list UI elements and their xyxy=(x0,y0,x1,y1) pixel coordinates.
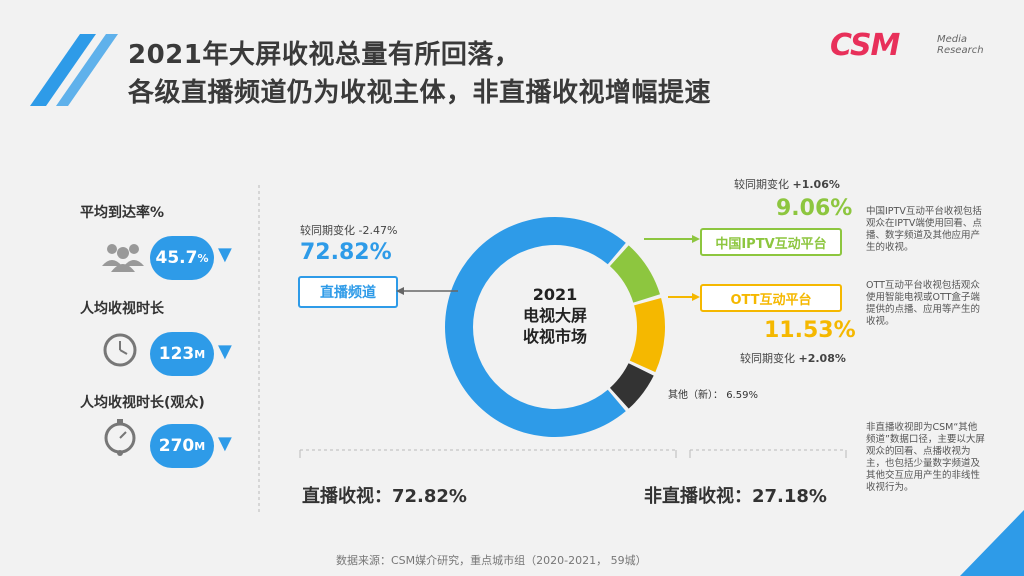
data-source: 数据来源：CSM媒介研究，重点城市组（2020-2021， 59城） xyxy=(336,554,647,567)
iptv-change: 较同期变化 +1.06% xyxy=(734,178,840,191)
logo-subtitle: Media Research xyxy=(937,34,984,56)
total-brackets xyxy=(299,449,847,458)
metric-label-viewer-time: 人均收视时长(观众) xyxy=(80,395,205,411)
metric-value-reach: 45.7% xyxy=(150,236,214,280)
other-note: 非直播收视即为CSM“其他频道”数据口径，主要以大屏观众的回看、点播收视为主，也… xyxy=(866,422,985,493)
total-live: 直播收视：72.82% xyxy=(302,486,467,507)
live-arrow xyxy=(396,287,458,295)
metric-label-reach: 平均到达率% xyxy=(80,205,165,221)
ott-change: 较同期变化 +2.08% xyxy=(740,352,846,365)
iptv-arrow xyxy=(644,235,700,243)
ott-arrow xyxy=(668,293,700,301)
ott-pct: 11.53% xyxy=(764,318,856,343)
donut-center-label: 2021 电视大屏 收视市场 xyxy=(522,285,587,346)
decor-stripes xyxy=(30,34,118,106)
ott-note: OTT互动平台收视包括观众使用智能电视或OTT盒子端提供的点播、应用等产生的收视… xyxy=(866,280,981,327)
slice-live xyxy=(445,216,626,437)
down-arrow-icon: ▼ xyxy=(218,341,232,362)
slice-other xyxy=(609,363,654,409)
corner-decor xyxy=(960,510,1024,576)
live-pct: 72.82% xyxy=(300,240,392,265)
people-icon xyxy=(102,244,144,272)
iptv-pct: 9.06% xyxy=(776,196,853,221)
slice-ott xyxy=(629,297,665,373)
other-label: 其他（新）： 6.59% xyxy=(668,390,758,401)
slice-iptv xyxy=(609,245,661,303)
metric-label-time: 人均收视时长 xyxy=(80,301,164,317)
clock-icon xyxy=(103,333,137,367)
donut-chart xyxy=(445,216,665,437)
down-arrow-icon: ▼ xyxy=(218,433,232,454)
divider xyxy=(258,185,260,515)
metric-value-viewer-time: 270 M xyxy=(150,424,214,468)
down-arrow-icon: ▼ xyxy=(218,244,232,265)
ott-box: OTT互动平台 xyxy=(700,284,842,312)
metric-value-time: 123 M xyxy=(150,332,214,376)
live-channel-box: 直播频道 xyxy=(298,276,398,308)
csm-logo: CSM xyxy=(830,28,900,63)
iptv-note: 中国IPTV互动平台收视包括观众在IPTV端使用回看、点播、数字频道及其他应用产… xyxy=(866,206,982,253)
live-change: 较同期变化 -2.47% xyxy=(300,224,398,237)
page-title-line2: 各级直播频道仍为收视主体，非直播收视增幅提速 xyxy=(128,78,712,108)
iptv-box: 中国IPTV互动平台 xyxy=(700,228,842,256)
stopwatch-icon xyxy=(104,419,136,456)
page-title-line1: 2021年大屏收视总量有所回落， xyxy=(128,40,521,70)
total-nonlive: 非直播收视：27.18% xyxy=(644,486,827,507)
